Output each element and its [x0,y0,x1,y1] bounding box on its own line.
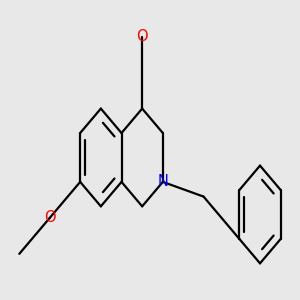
Text: O: O [136,29,148,44]
Text: O: O [44,210,56,225]
Text: N: N [158,174,168,189]
